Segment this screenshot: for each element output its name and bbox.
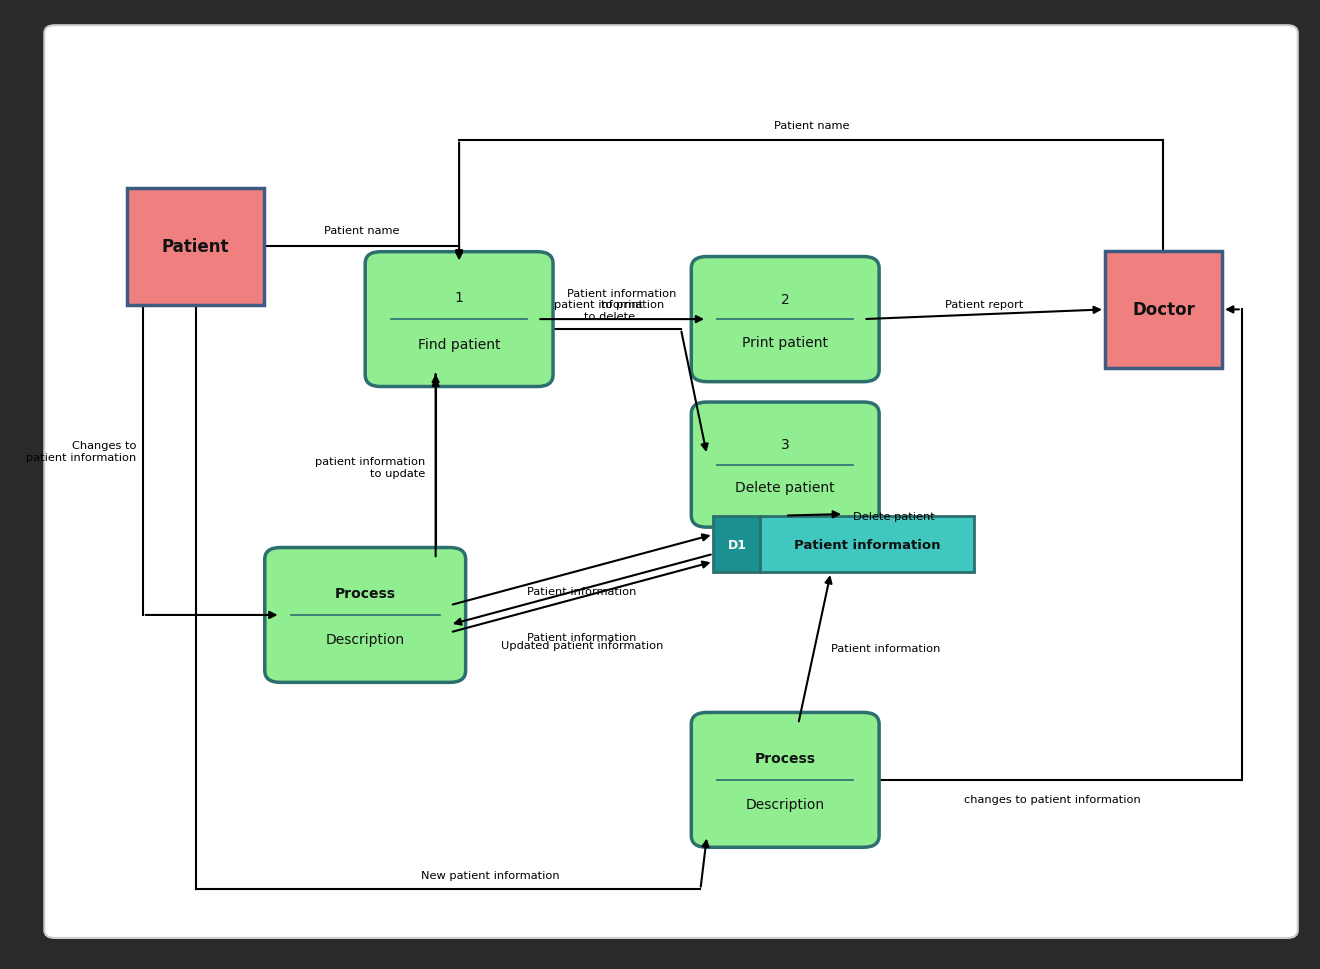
Text: Patient: Patient [162,238,230,256]
Text: Changes to
patient information: Changes to patient information [26,441,136,462]
Text: Description: Description [746,797,825,812]
Bar [714,516,760,573]
Text: Description: Description [326,633,405,647]
Text: Delete patient: Delete patient [735,481,836,494]
FancyBboxPatch shape [366,253,553,387]
Text: Patient information: Patient information [830,643,940,653]
Text: changes to patient information: changes to patient information [964,795,1140,804]
FancyBboxPatch shape [692,713,879,847]
Text: 3: 3 [781,438,789,452]
Text: Process: Process [335,586,396,600]
Text: Patient information
to print: Patient information to print [568,289,677,310]
Text: Print patient: Print patient [742,335,828,349]
Text: Patient information: Patient information [795,538,941,551]
Text: Updated patient information: Updated patient information [500,641,663,650]
Text: Patient information: Patient information [527,586,636,596]
FancyBboxPatch shape [45,26,1298,938]
Text: Patient report: Patient report [945,300,1023,310]
Text: Patient information: Patient information [527,633,636,642]
Text: Process: Process [755,751,816,765]
Text: D1: D1 [727,538,746,551]
Bar [1105,252,1222,368]
Text: patient information
to delete: patient information to delete [554,300,664,322]
Text: Patient name: Patient name [323,226,400,235]
Text: Doctor: Doctor [1133,301,1195,319]
Text: 2: 2 [781,293,789,306]
Text: patient information
to update: patient information to update [315,456,425,479]
Text: New patient information: New patient information [421,870,560,880]
Text: Find patient: Find patient [418,337,500,352]
Text: Patient name: Patient name [774,121,849,131]
FancyBboxPatch shape [265,548,466,683]
Text: Delete patient: Delete patient [853,512,935,521]
FancyBboxPatch shape [692,403,879,527]
Bar [760,516,974,573]
Text: 1: 1 [454,291,463,304]
FancyBboxPatch shape [692,258,879,383]
Bar [127,189,264,305]
